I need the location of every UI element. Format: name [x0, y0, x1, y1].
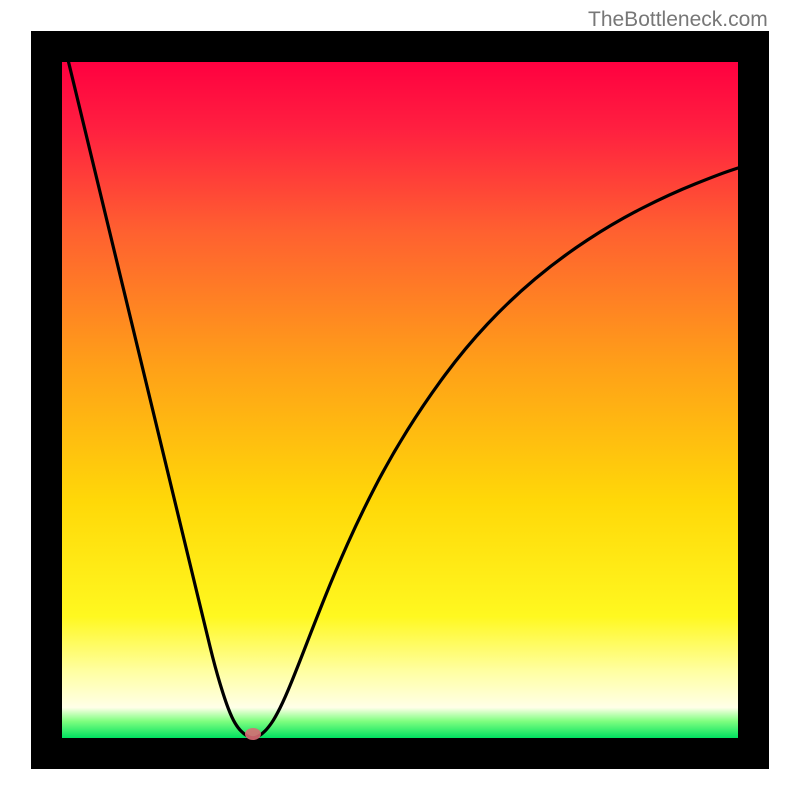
minimum-marker: [245, 728, 261, 740]
bottleneck-curve: [62, 35, 738, 738]
curve-overlay: [0, 0, 800, 800]
watermark-text: TheBottleneck.com: [588, 8, 768, 32]
